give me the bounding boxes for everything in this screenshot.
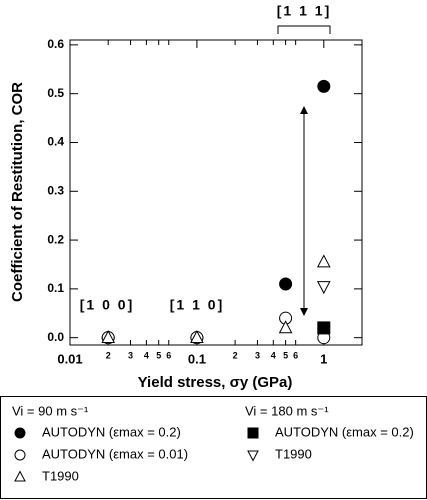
x-tick-label: 5 bbox=[283, 350, 288, 360]
legend-marker bbox=[14, 427, 26, 439]
y-tick-label: 0.2 bbox=[47, 232, 64, 246]
x-tick-label: 4 bbox=[271, 350, 276, 360]
x-tick-label: 0.01 bbox=[57, 351, 82, 366]
x-tick-label: 0.1 bbox=[188, 351, 206, 366]
point bbox=[190, 330, 204, 343]
x-tick-label: 2 bbox=[106, 350, 111, 360]
x-tick-label: 2 bbox=[233, 350, 238, 360]
y-tick-label: 0.3 bbox=[47, 183, 64, 197]
x-tick-label: 6 bbox=[293, 350, 298, 360]
x-tick-label: 6 bbox=[166, 350, 171, 360]
plot-frame bbox=[69, 39, 363, 346]
point bbox=[278, 320, 293, 334]
annotation: [1 0 0] bbox=[80, 297, 134, 313]
legend-label: T1990 bbox=[42, 468, 79, 483]
x-axis-label: Yield stress, σy (GPa) bbox=[138, 374, 293, 391]
x-tick-label: 4 bbox=[144, 350, 149, 360]
point bbox=[101, 330, 116, 343]
legend-marker bbox=[14, 449, 26, 461]
y-tick-label: 0.5 bbox=[47, 86, 64, 100]
point bbox=[317, 321, 331, 335]
x-tick-label: 5 bbox=[156, 350, 161, 360]
point bbox=[317, 79, 331, 93]
y-axis-label: Coefficient of Restitution, COR bbox=[9, 82, 26, 302]
legend-marker bbox=[14, 470, 26, 482]
y-tick-label: 0.6 bbox=[47, 37, 64, 51]
legend-label: AUTODYN (εmax = 0.2) bbox=[42, 424, 181, 439]
y-tick-label: 0.0 bbox=[47, 330, 64, 344]
bracket bbox=[277, 25, 331, 34]
legend-marker bbox=[247, 450, 259, 462]
x-tick-label: 1 bbox=[320, 351, 327, 366]
x-tick-label: 3 bbox=[255, 350, 260, 360]
y-tick-label: 0.1 bbox=[47, 281, 64, 295]
legend-label: T1990 bbox=[275, 446, 312, 461]
legend-marker bbox=[247, 427, 259, 439]
point bbox=[279, 277, 293, 291]
legend-title: Vi = 180 m s⁻¹ bbox=[245, 403, 329, 418]
y-tick-label: 0.4 bbox=[47, 135, 64, 149]
annotation: [1 1 1] bbox=[277, 3, 331, 19]
legend-title: Vi = 90 m s⁻¹ bbox=[12, 403, 89, 418]
annotation: [1 1 0] bbox=[170, 297, 224, 313]
point bbox=[316, 254, 331, 268]
point bbox=[316, 281, 331, 295]
legend-label: AUTODYN (εmax = 0.01) bbox=[42, 446, 188, 461]
x-tick-label: 3 bbox=[128, 350, 133, 360]
legend-label: AUTODYN (εmax = 0.2) bbox=[275, 424, 414, 439]
